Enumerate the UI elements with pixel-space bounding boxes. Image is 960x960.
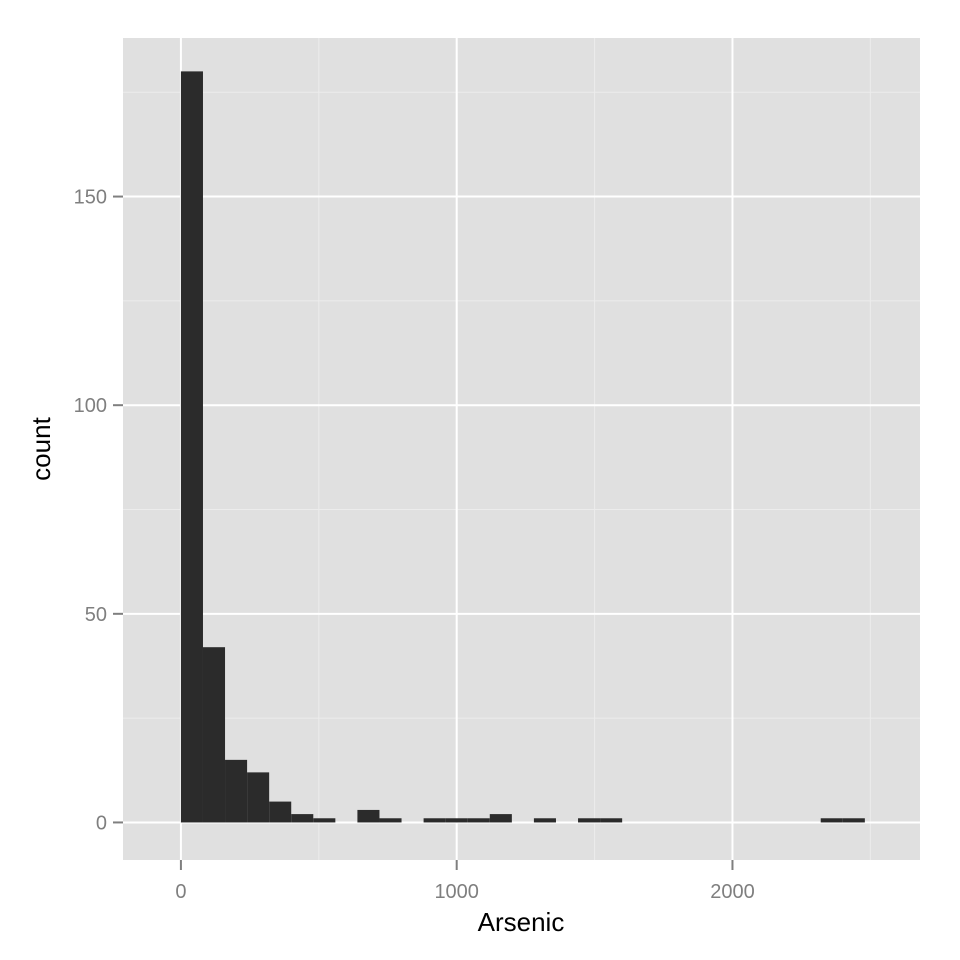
y-axis-title: count: [26, 416, 56, 480]
plot-panel: [123, 38, 920, 860]
histogram-bar: [291, 814, 314, 823]
histogram-bar: [269, 801, 292, 823]
y-tick-label: 0: [96, 812, 107, 834]
y-axis: 0 50 100 150: [74, 187, 123, 834]
x-tick-label: 0: [175, 881, 186, 903]
histogram-bar: [180, 71, 203, 823]
histogram-bar: [247, 772, 270, 823]
histogram-bar: [467, 818, 490, 823]
histogram-bar: [600, 818, 623, 823]
x-axis-title: Arsenic: [478, 907, 565, 937]
minor-gridlines: [123, 38, 920, 860]
x-tick-label: 2000: [710, 881, 755, 903]
histogram-bar: [357, 809, 380, 823]
histogram-bar: [445, 818, 468, 823]
histogram-bar: [423, 818, 446, 823]
y-tick-label: 150: [74, 187, 107, 209]
histogram-bar: [578, 818, 601, 823]
y-tick-label: 100: [74, 395, 107, 417]
x-axis: 0 1000 2000: [175, 860, 755, 903]
x-tick-label: 1000: [434, 881, 479, 903]
histogram-bar: [533, 818, 556, 823]
histogram-bar: [489, 814, 512, 823]
histogram-bar: [379, 818, 402, 823]
histogram-bars: [180, 71, 865, 823]
histogram-bar: [225, 759, 248, 823]
y-tick-label: 50: [85, 604, 107, 626]
histogram-bar: [820, 818, 843, 823]
histogram-bar: [313, 818, 336, 823]
histogram-bar: [842, 818, 865, 823]
histogram-bar: [202, 647, 226, 823]
